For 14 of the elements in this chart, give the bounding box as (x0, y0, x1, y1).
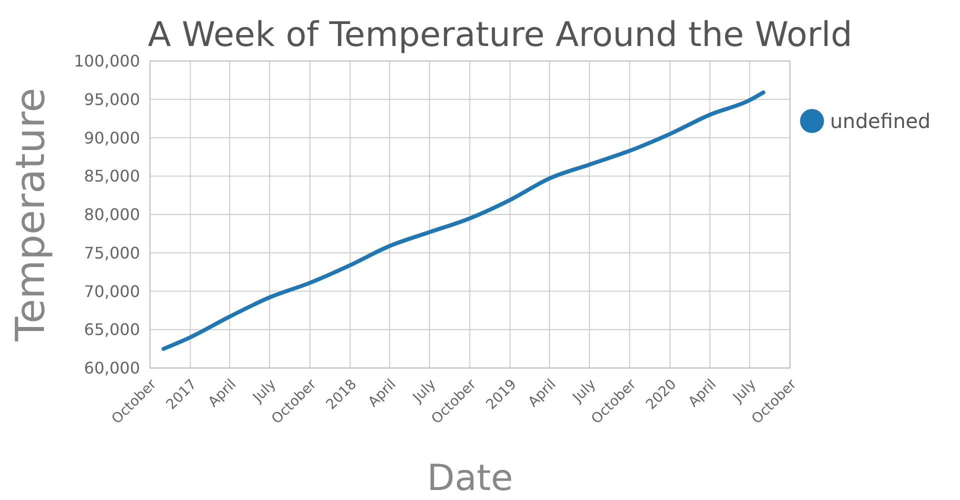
y-axis-title: Temperature (8, 88, 54, 342)
y-tick-label: 60,000 (84, 358, 140, 378)
line-series (162, 90, 766, 351)
y-tick-label: 95,000 (84, 90, 140, 109)
x-axis-title: Date (426, 458, 514, 499)
legend-label: undefined (830, 109, 931, 133)
y-tick-label: 90,000 (84, 128, 140, 148)
y-tick-label: 65,000 (84, 320, 140, 340)
y-tick-label: 85,000 (84, 166, 140, 186)
chart-title: A Week of Temperature Around the World (148, 15, 852, 55)
y-tick-label: 70,000 (84, 282, 140, 301)
y-tick-label: 100,000 (74, 52, 140, 71)
y-tick-label: 80,000 (84, 205, 140, 224)
y-tick-label: 75,000 (84, 243, 140, 262)
